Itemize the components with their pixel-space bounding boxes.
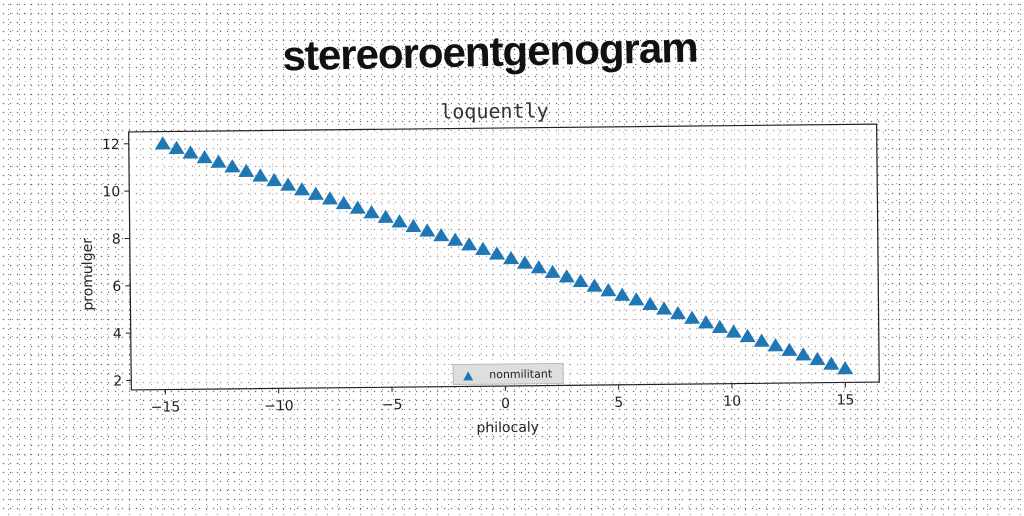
y-tick-label: 4	[113, 326, 122, 342]
y-tick-label: 10	[102, 184, 120, 200]
chart-title: loquently	[440, 99, 549, 124]
legend: nonmilitant	[453, 363, 563, 384]
x-tick-label: −10	[264, 398, 294, 414]
x-tick-label: 15	[836, 392, 854, 408]
x-tick-label: 5	[614, 395, 623, 411]
y-tick-label: 12	[102, 137, 120, 153]
x-tick-label: 0	[501, 396, 510, 412]
y-tick-label: 8	[112, 232, 121, 248]
y-tick-label: 2	[113, 374, 122, 390]
y-tick-label: 6	[112, 279, 121, 295]
x-axis-label: philocaly	[476, 420, 539, 437]
legend-label: nonmilitant	[489, 368, 553, 382]
x-tick-label: −5	[382, 397, 403, 413]
x-tick-label: −15	[151, 399, 181, 415]
plot-area	[129, 124, 880, 390]
y-axis-label: promulger	[80, 238, 97, 311]
x-tick-label: 10	[723, 394, 741, 410]
